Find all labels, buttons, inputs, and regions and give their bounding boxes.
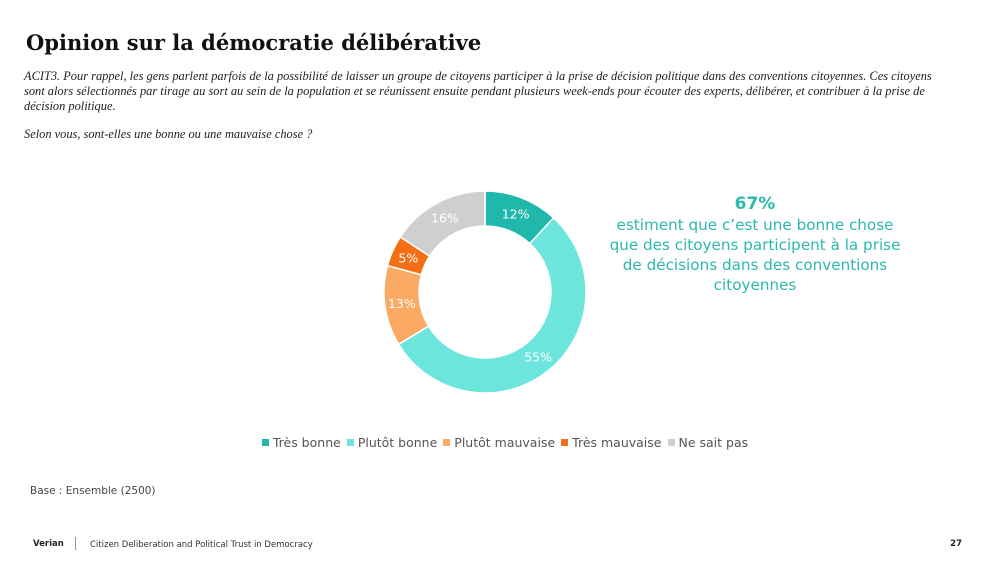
legend-swatch-tres-bonne	[261, 439, 269, 446]
legend-swatch-tres-mauvaise	[561, 439, 569, 446]
data-label-tres-bonne: 12%	[502, 206, 530, 221]
legend-label-plutot-bonne: Plutôt bonne	[357, 435, 438, 450]
page-title: Opinion sur la démocratie délibérative	[26, 30, 482, 55]
question-text: ACIT3. Pour rappel, les gens parlent par…	[24, 69, 932, 113]
legend-item-tres-mauvaise: Très mauvaise	[561, 435, 662, 450]
legend-swatch-plutot-mauvaise	[443, 439, 451, 446]
footer-separator	[75, 537, 76, 550]
data-label-plutot-bonne: 55%	[524, 350, 552, 365]
data-label-plutot-mauvaise: 13%	[388, 296, 416, 311]
callout-text: estiment que c’est une bonne chose que d…	[609, 216, 901, 294]
slice-ne-sait-pas	[399, 190, 486, 258]
legend-item-plutot-bonne: Plutôt bonne	[346, 435, 438, 450]
page-number: 27	[950, 539, 962, 549]
chart-legend: Très bonne Plutôt bonne Plutôt mauvaise Trè…	[0, 435, 1000, 450]
legend-label-tres-bonne: Très bonne	[272, 435, 341, 450]
donut-labels: 12% 55% 13% 5% 16%	[388, 206, 552, 364]
subquestion-text: Selon vous, sont-elles une bonne ou une …	[24, 127, 313, 141]
legend-swatch-plutot-bonne	[346, 439, 354, 446]
legend-item-ne-sait-pas: Ne sait pas	[667, 435, 749, 450]
base-note: Base : Ensemble (2500)	[30, 485, 156, 497]
slice-plutot-bonne	[397, 216, 587, 394]
callout-percent: 67%	[734, 194, 776, 214]
footer-text: Citizen Deliberation and Political Trust…	[90, 540, 313, 550]
legend-label-plutot-mauvaise: Plutôt mauvaise	[454, 435, 556, 450]
legend-swatch-ne-sait-pas	[667, 439, 675, 446]
legend-label-tres-mauvaise: Très mauvaise	[572, 435, 662, 450]
donut-slices	[383, 190, 587, 394]
data-label-ne-sait-pas: 16%	[431, 211, 459, 226]
data-label-tres-mauvaise: 5%	[398, 250, 418, 265]
donut-chart: 12% 55% 13% 5% 16%	[383, 190, 587, 394]
legend-label-ne-sait-pas: Ne sait pas	[678, 435, 749, 450]
callout: 67% estiment que c’est une bonne chose q…	[600, 193, 910, 295]
legend-item-plutot-mauvaise: Plutôt mauvaise	[443, 435, 555, 450]
footer-brand-logo: Verian	[33, 539, 64, 549]
legend-item-tres-bonne: Très bonne	[261, 435, 341, 450]
